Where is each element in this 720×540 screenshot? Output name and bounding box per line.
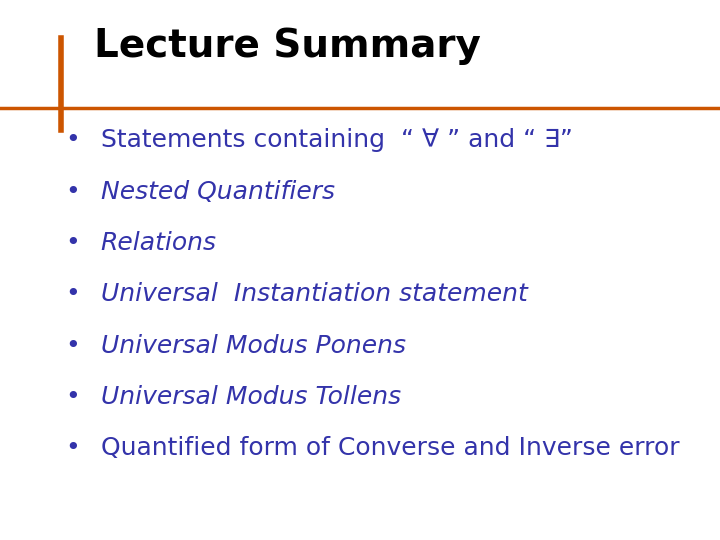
Text: •: • bbox=[65, 436, 79, 460]
Text: Nested Quantifiers: Nested Quantifiers bbox=[101, 180, 335, 204]
Text: Statements containing  “ ∀ ” and “ ∃”: Statements containing “ ∀ ” and “ ∃” bbox=[101, 129, 572, 152]
Text: Lecture Summary: Lecture Summary bbox=[94, 27, 480, 65]
Text: Universal  Instantiation statement: Universal Instantiation statement bbox=[101, 282, 528, 306]
Text: •: • bbox=[65, 180, 79, 204]
Text: Relations: Relations bbox=[101, 231, 217, 255]
Text: Universal Modus Ponens: Universal Modus Ponens bbox=[101, 334, 406, 357]
Text: Quantified form of Converse and Inverse error: Quantified form of Converse and Inverse … bbox=[101, 436, 680, 460]
Text: •: • bbox=[65, 385, 79, 409]
Text: •: • bbox=[65, 282, 79, 306]
Text: •: • bbox=[65, 334, 79, 357]
Text: Universal Modus Tollens: Universal Modus Tollens bbox=[101, 385, 401, 409]
Text: •: • bbox=[65, 129, 79, 152]
Text: •: • bbox=[65, 231, 79, 255]
